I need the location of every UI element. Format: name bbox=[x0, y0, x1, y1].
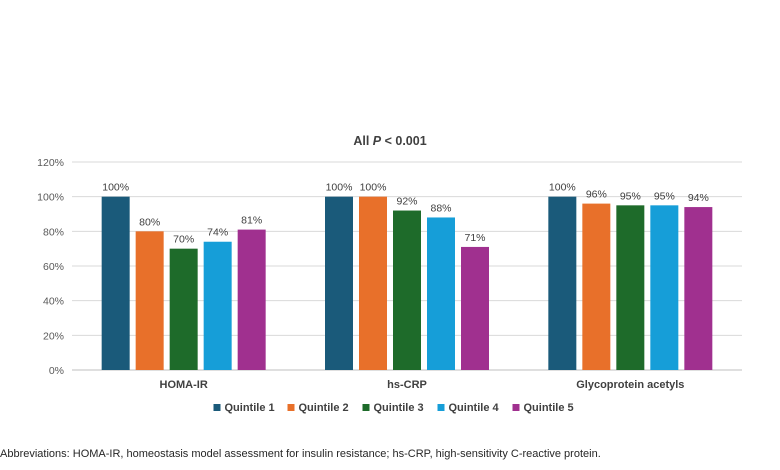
data-label: 70% bbox=[173, 234, 194, 246]
category-label: hs-CRP bbox=[387, 379, 427, 391]
bar bbox=[650, 205, 679, 370]
data-label: 71% bbox=[464, 232, 485, 244]
y-tick-label: 40% bbox=[43, 296, 64, 308]
bar bbox=[427, 217, 455, 370]
bar bbox=[203, 241, 232, 370]
category-label: Glycoprotein acetyls bbox=[576, 379, 684, 391]
legend: Quintile 1 Quintile 2 Quintile 3 Quintile 4… bbox=[213, 402, 574, 414]
y-tick-label: 20% bbox=[43, 330, 64, 342]
chart-title: All P < 0.001 bbox=[353, 134, 426, 148]
bar bbox=[169, 248, 198, 370]
bar bbox=[548, 196, 577, 370]
bar bbox=[582, 203, 611, 370]
bars: 100% 80% 70% 74% 81% 100% 100% 92% 88% 71% 100% 96%… bbox=[101, 182, 713, 370]
data-label: 100% bbox=[549, 182, 576, 194]
bar bbox=[461, 246, 489, 370]
y-tick-label: 0% bbox=[49, 365, 64, 377]
data-label: 81% bbox=[241, 215, 262, 227]
y-tick-label: 100% bbox=[37, 192, 64, 204]
y-tick-label: 80% bbox=[43, 226, 64, 238]
bar bbox=[101, 196, 130, 370]
data-label: 100% bbox=[360, 182, 387, 194]
bar bbox=[616, 205, 645, 370]
bar bbox=[237, 229, 266, 370]
legend-swatch bbox=[213, 404, 221, 411]
data-label: 92% bbox=[396, 196, 417, 208]
bar-chart: All P < 0.001 0% 20% 40% 60% 80% 100% 120% 100… bbox=[37, 134, 742, 414]
data-label: 80% bbox=[139, 216, 160, 228]
data-label: 95% bbox=[620, 190, 641, 202]
x-axis: HOMA-IR hs-CRP Glycoprotein acetyls bbox=[160, 379, 685, 391]
y-axis: 0% 20% 40% 60% 80% 100% 120% bbox=[37, 157, 64, 377]
category-label: HOMA-IR bbox=[160, 379, 208, 391]
legend-entry: Quintile 1 bbox=[225, 402, 275, 414]
data-label: 74% bbox=[207, 227, 228, 239]
data-label: 88% bbox=[430, 202, 451, 214]
legend-entry: Quintile 2 bbox=[299, 402, 349, 414]
legend-swatch bbox=[362, 404, 370, 411]
data-label: 94% bbox=[688, 192, 709, 204]
legend-entry: Quintile 4 bbox=[449, 402, 500, 414]
bar bbox=[135, 231, 164, 370]
legend-swatch bbox=[512, 404, 520, 411]
legend-swatch bbox=[437, 404, 445, 411]
y-tick-label: 120% bbox=[37, 157, 64, 169]
bar bbox=[359, 196, 387, 370]
legend-entry: Quintile 5 bbox=[524, 402, 574, 414]
data-label: 96% bbox=[586, 189, 607, 201]
legend-swatch bbox=[287, 404, 295, 411]
bar bbox=[393, 210, 421, 370]
bar bbox=[684, 207, 713, 370]
bar bbox=[325, 196, 353, 370]
data-label: 100% bbox=[102, 182, 129, 194]
footnote: Abbreviations: HOMA-IR, homeostasis mode… bbox=[0, 448, 601, 460]
y-tick-label: 60% bbox=[43, 261, 64, 273]
legend-entry: Quintile 3 bbox=[374, 402, 424, 414]
data-label: 100% bbox=[326, 182, 353, 194]
data-label: 95% bbox=[654, 190, 675, 202]
